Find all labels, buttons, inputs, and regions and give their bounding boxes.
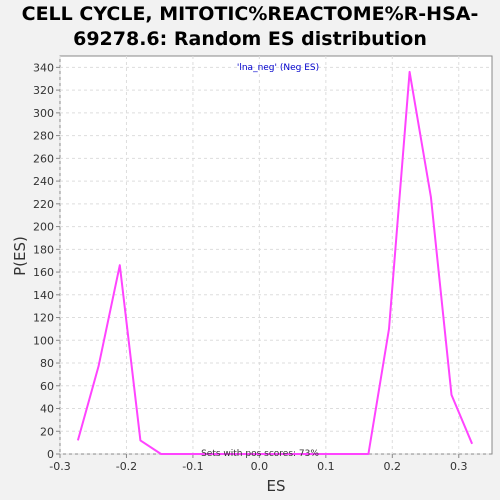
x-axis-label: ES	[267, 477, 286, 495]
y-tick-label: 280	[33, 130, 54, 143]
x-tick-label: -0.1	[182, 460, 203, 473]
y-tick-label: 160	[33, 266, 54, 279]
x-axis: -0.3 -0.2 -0.1 0.0 0.1 0.2 0.3	[49, 454, 468, 473]
x-tick-label: 0.0	[251, 460, 269, 473]
x-tick-label: 0.2	[384, 460, 402, 473]
pos-scores-annotation: Sets with pos scores: 73%	[201, 449, 319, 459]
y-tick-label: 260	[33, 152, 54, 165]
chart-title-line-1: CELL CYCLE, MITOTIC%REACTOME%R-HSA-	[21, 3, 479, 25]
chart-title-line-2: 69278.6: Random ES distribution	[73, 28, 427, 50]
y-tick-label: 40	[40, 403, 54, 416]
series-layer	[76, 70, 474, 455]
y-tick-label: 180	[33, 243, 54, 256]
y-tick-label: 100	[33, 334, 54, 347]
y-tick-label: 20	[40, 425, 54, 438]
x-tick-label: 0.3	[450, 460, 468, 473]
y-tick-label: 340	[33, 61, 54, 74]
y-tick-label: 0	[47, 448, 54, 461]
plot-area	[59, 55, 493, 455]
x-tick-label: -0.2	[116, 460, 137, 473]
y-axis: 0 20 40 60 80 100 120 140 160 180 200 220 240 260 280 3…	[33, 61, 60, 461]
grid-lines	[59, 56, 492, 455]
y-tick-label: 320	[33, 84, 54, 97]
y-tick-label: 60	[40, 380, 54, 393]
chart-title: CELL CYCLE, MITOTIC%REACTOME%R-HSA- 6927…	[0, 2, 500, 52]
y-tick-label: 300	[33, 107, 54, 120]
y-tick-label: 140	[33, 289, 54, 302]
y-tick-label: 220	[33, 198, 54, 211]
y-tick-label: 120	[33, 312, 54, 325]
x-tick-label: 0.1	[317, 460, 335, 473]
y-axis-label: P(ES)	[11, 236, 29, 276]
y-tick-label: 80	[40, 357, 54, 370]
series-line	[76, 70, 474, 455]
x-tick-label: -0.3	[49, 460, 70, 473]
y-tick-label: 200	[33, 221, 54, 234]
y-tick-label: 240	[33, 175, 54, 188]
legend-entry: 'lna_neg' (Neg ES)	[237, 63, 319, 73]
